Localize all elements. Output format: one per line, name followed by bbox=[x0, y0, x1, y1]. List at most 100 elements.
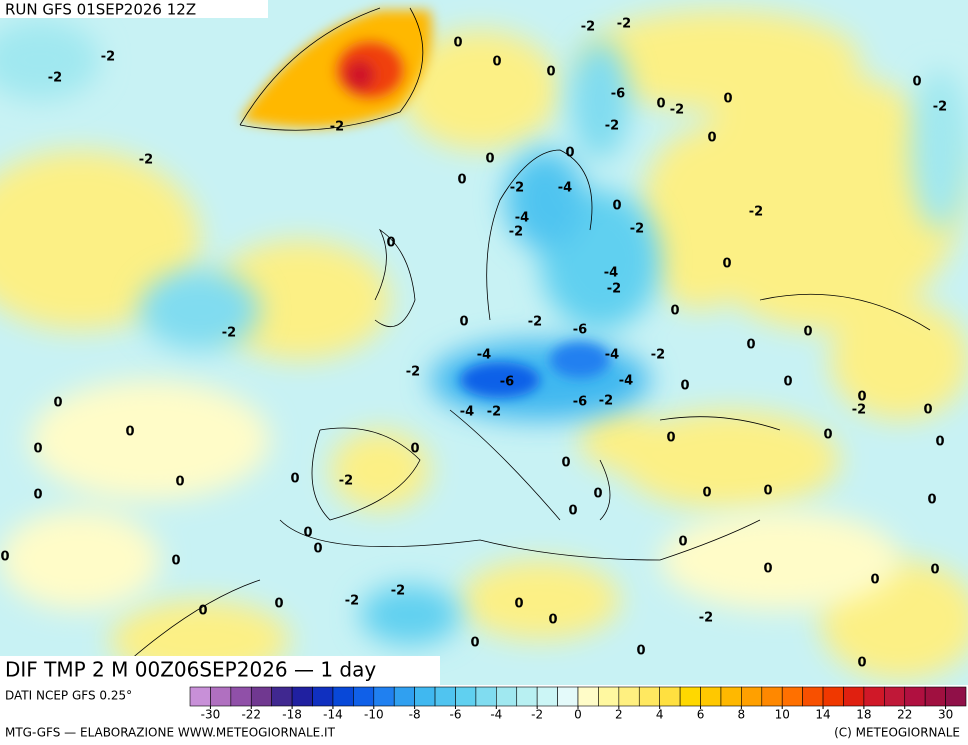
contour-label: 0 bbox=[783, 375, 792, 390]
color-swatch bbox=[210, 686, 232, 707]
contour-label: 0 bbox=[678, 535, 687, 550]
contour-label: 0 bbox=[53, 396, 62, 411]
colorbar-tick-label: 8 bbox=[738, 708, 746, 722]
color-swatch bbox=[781, 686, 803, 707]
contour-label: 0 bbox=[763, 562, 772, 577]
contour-label: -6 bbox=[573, 395, 587, 410]
color-swatch bbox=[230, 686, 252, 707]
contour-label: -2 bbox=[617, 17, 631, 32]
contour-label: -4 bbox=[460, 405, 474, 420]
contour-label: 0 bbox=[927, 493, 936, 508]
color-swatch bbox=[291, 686, 313, 707]
color-swatch bbox=[189, 686, 211, 707]
contour-label: -2 bbox=[607, 282, 621, 297]
contour-label: 0 bbox=[303, 526, 312, 541]
contour-label: -2 bbox=[101, 50, 115, 65]
colorbar-tick-label: 14 bbox=[815, 708, 830, 722]
contour-label: 0 bbox=[923, 403, 932, 418]
color-swatch bbox=[475, 686, 497, 707]
contour-label: -4 bbox=[604, 266, 618, 281]
color-swatch bbox=[557, 686, 579, 707]
contour-label: 0 bbox=[935, 435, 944, 450]
contour-label: 0 bbox=[680, 379, 689, 394]
colorbar-tick-label: -14 bbox=[323, 708, 343, 722]
colorbar-tick-label: -18 bbox=[282, 708, 302, 722]
color-swatch bbox=[536, 686, 558, 707]
color-swatch bbox=[904, 686, 926, 707]
contour-label: 0 bbox=[171, 554, 180, 569]
color-swatch bbox=[271, 686, 293, 707]
color-swatch bbox=[924, 686, 946, 707]
colorbar-tick-label: -30 bbox=[201, 708, 221, 722]
contour-label: -6 bbox=[573, 323, 587, 338]
contour-label: -2 bbox=[222, 326, 236, 341]
contour-label: -2 bbox=[699, 611, 713, 626]
color-swatch bbox=[618, 686, 640, 707]
color-swatch bbox=[577, 686, 599, 707]
contour-label: 0 bbox=[548, 613, 557, 628]
colorbar-tick-label: -4 bbox=[490, 708, 502, 722]
contour-label: 0 bbox=[930, 563, 939, 578]
color-swatch bbox=[373, 686, 395, 707]
color-swatch bbox=[598, 686, 620, 707]
contour-label: 0 bbox=[612, 199, 621, 214]
color-swatch bbox=[393, 686, 415, 707]
contour-label: -6 bbox=[611, 87, 625, 102]
contour-label: -2 bbox=[852, 403, 866, 418]
contour-label: 0 bbox=[0, 550, 9, 565]
contour-label: 0 bbox=[453, 36, 462, 51]
source-label: DATI NCEP GFS 0.25° bbox=[5, 689, 132, 703]
color-swatch bbox=[843, 686, 865, 707]
contour-label: 0 bbox=[870, 573, 879, 588]
colorbar-tick-label: -8 bbox=[409, 708, 421, 722]
contour-label: 0 bbox=[313, 542, 322, 557]
contour-label: -2 bbox=[605, 119, 619, 134]
contour-label: -2 bbox=[599, 394, 613, 409]
color-swatch bbox=[741, 686, 763, 707]
contour-label: -2 bbox=[510, 181, 524, 196]
contour-label: -2 bbox=[330, 120, 344, 135]
contour-label: 0 bbox=[290, 472, 299, 487]
coastlines bbox=[129, 7, 931, 661]
contour-label: -2 bbox=[528, 315, 542, 330]
contour-label: -2 bbox=[391, 584, 405, 599]
contour-label: 0 bbox=[514, 597, 523, 612]
contour-label: 0 bbox=[746, 338, 755, 353]
run-label: RUN GFS 01SEP2026 12Z bbox=[5, 1, 196, 19]
contour-label: 0 bbox=[386, 236, 395, 251]
color-swatch bbox=[700, 686, 722, 707]
colorbar-tick-label: 18 bbox=[856, 708, 871, 722]
footer-right: (C) METEOGIORNALE bbox=[834, 726, 960, 740]
contour-label: 0 bbox=[857, 656, 866, 671]
color-swatch bbox=[516, 686, 538, 707]
contour-label: 0 bbox=[670, 304, 679, 319]
contour-label: -2 bbox=[487, 405, 501, 420]
contour-label: -2 bbox=[630, 222, 644, 237]
contour-label: -2 bbox=[509, 225, 523, 240]
contour-label: -4 bbox=[619, 374, 633, 389]
color-swatch bbox=[455, 686, 477, 707]
contour-label: -4 bbox=[558, 181, 572, 196]
color-swatch bbox=[761, 686, 783, 707]
color-swatch bbox=[822, 686, 844, 707]
colorbar-tick-label: 4 bbox=[656, 708, 664, 722]
contour-label: 0 bbox=[803, 325, 812, 340]
contour-label: -2 bbox=[345, 594, 359, 609]
contour-label: -2 bbox=[48, 71, 62, 86]
contour-label: -4 bbox=[477, 348, 491, 363]
colorbar-tick-label: -2 bbox=[531, 708, 543, 722]
color-swatch bbox=[679, 686, 701, 707]
contour-label: 0 bbox=[857, 390, 866, 405]
contour-label: 0 bbox=[125, 425, 134, 440]
contour-label: -6 bbox=[500, 375, 514, 390]
contour-label: 0 bbox=[485, 152, 494, 167]
contour-label: 0 bbox=[722, 257, 731, 272]
contour-label: 0 bbox=[568, 504, 577, 519]
contour-label: -2 bbox=[933, 100, 947, 115]
contour-label: 0 bbox=[33, 488, 42, 503]
contour-label: 0 bbox=[198, 604, 207, 619]
color-swatch bbox=[434, 686, 456, 707]
